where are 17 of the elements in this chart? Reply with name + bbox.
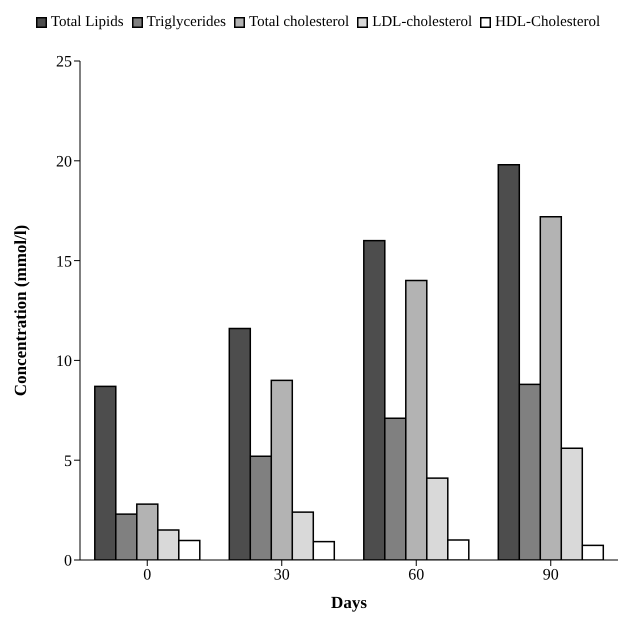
y-tick-label: 25 bbox=[56, 54, 72, 71]
x-axis-title: Days bbox=[331, 593, 368, 612]
y-axis-title: Concentration (mmol/l) bbox=[11, 224, 30, 396]
y-tick-label: 20 bbox=[56, 153, 72, 170]
legend-label: LDL-cholesterol bbox=[372, 14, 472, 31]
y-tick-label: 15 bbox=[56, 253, 72, 270]
x-tick-label: 30 bbox=[274, 566, 290, 584]
x-tick-label: 60 bbox=[408, 566, 424, 584]
x-tick-label: 90 bbox=[542, 566, 559, 584]
legend-label: HDL-Cholesterol bbox=[495, 14, 600, 31]
y-tick-label: 5 bbox=[64, 452, 72, 470]
legend-label: Total Lipids bbox=[50, 14, 124, 31]
legend-label: Total cholesterol bbox=[249, 14, 350, 31]
y-tick-label: 0 bbox=[64, 552, 72, 570]
x-tick-label: 0 bbox=[143, 566, 152, 584]
legend-label: Triglycerides bbox=[146, 14, 226, 31]
y-tick-label: 10 bbox=[56, 353, 72, 370]
